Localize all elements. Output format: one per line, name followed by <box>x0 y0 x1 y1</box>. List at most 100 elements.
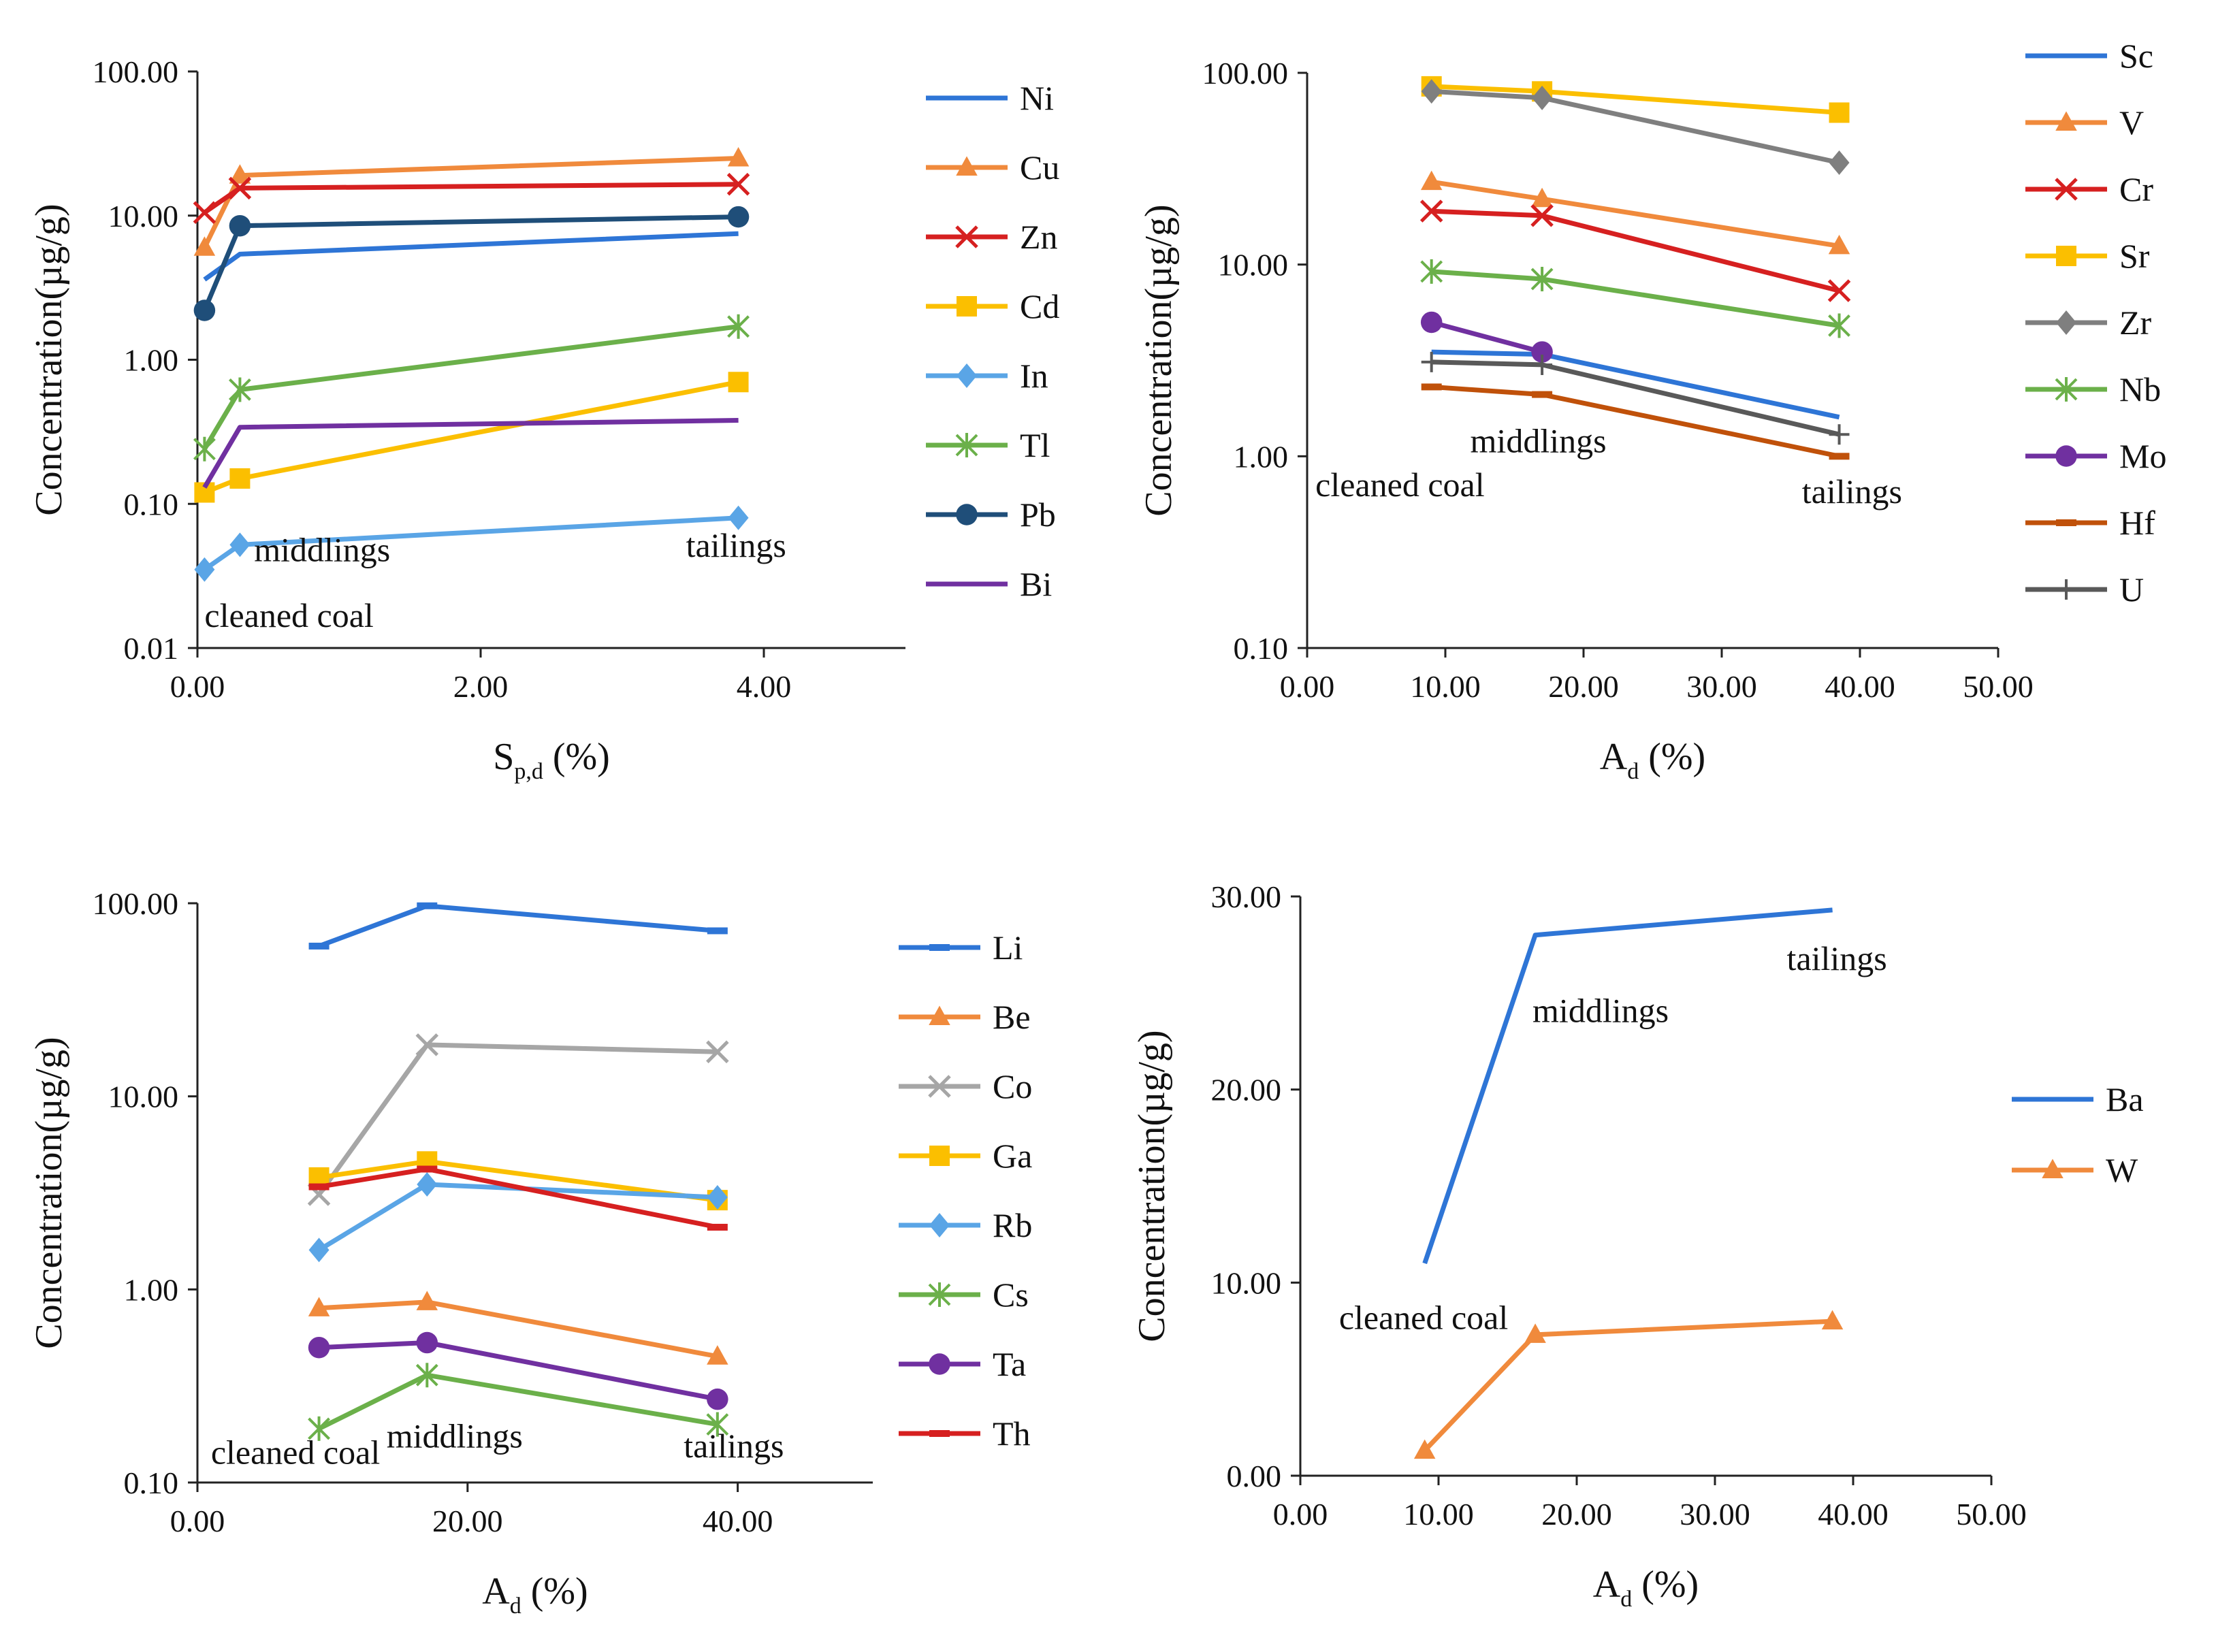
series-nb <box>1420 259 1850 338</box>
legend-marker <box>2056 519 2076 526</box>
legend-marker <box>2056 579 2076 600</box>
y-tick-label: 30.00 <box>1211 879 1282 914</box>
annotation-label: cleaned coal <box>1315 466 1484 504</box>
data-point-sr <box>1829 102 1850 123</box>
annotation-label: tailings <box>1802 472 1902 511</box>
x-tick-label: 4.00 <box>737 669 792 704</box>
data-point-tl <box>228 377 251 402</box>
data-point-be <box>707 1345 728 1365</box>
legend-label: Hf <box>2119 504 2155 542</box>
legend-entry-ni: Ni <box>926 79 1054 117</box>
legend-entry-mo: Mo <box>2025 437 2166 475</box>
data-point-rb <box>707 1184 728 1210</box>
legend-marker <box>2055 111 2077 131</box>
legend-label: Ba <box>2106 1080 2144 1118</box>
x-tick-label: 0.00 <box>1273 1497 1328 1532</box>
series-bi <box>202 418 739 489</box>
data-point-w <box>1413 1439 1436 1459</box>
legend-label: Tl <box>1020 426 1050 464</box>
data-point-co <box>706 1040 729 1064</box>
data-point-in <box>728 505 749 530</box>
legend-label: Th <box>993 1414 1031 1453</box>
y-axis-title: Concentration(µg/g) <box>28 1037 70 1348</box>
x-tick-label: 2.00 <box>453 669 509 704</box>
legend-marker <box>955 433 978 457</box>
x-tick-label: 40.00 <box>703 1504 773 1538</box>
data-point-th <box>707 1223 728 1231</box>
x-tick-label: 50.00 <box>1963 669 2034 704</box>
series-pb <box>193 206 750 321</box>
data-point-rb <box>417 1171 438 1197</box>
chart-p1: 0.01 0.10 1.00 10.00 100.00 0.00 2.00 4.00 Sp,d … <box>28 54 1059 784</box>
y-tick-label: 0.10 <box>124 487 179 521</box>
data-point-co <box>415 1033 439 1056</box>
data-point-li <box>308 942 330 950</box>
annotation-label: tailings <box>686 526 786 564</box>
legend-marker <box>929 1146 950 1166</box>
legend-entry-nb: Nb <box>2025 370 2161 408</box>
legend-label: Bi <box>1020 565 1052 603</box>
data-point-cr <box>1530 204 1554 227</box>
legend-entry-v: V <box>2025 103 2144 142</box>
legend-entry-zr: Zr <box>2025 304 2152 342</box>
data-point-cu <box>727 146 750 167</box>
series-in <box>194 505 749 582</box>
series-line-mo <box>1430 320 1543 355</box>
y-tick-label: 10.00 <box>1218 248 1289 282</box>
annotation-label: tailings <box>684 1427 784 1465</box>
x-tick-label: 10.00 <box>1410 669 1481 704</box>
series-mo <box>1420 311 1553 363</box>
legend-entry-co: Co <box>899 1067 1032 1105</box>
data-point-ta <box>416 1331 438 1354</box>
legend-entry-w: W <box>2012 1151 2138 1189</box>
legend-entry-cu: Cu <box>926 148 1059 187</box>
data-point-cu <box>193 236 216 256</box>
data-point-zn <box>228 176 252 200</box>
legend-marker <box>2055 178 2078 201</box>
data-point-in <box>229 532 251 557</box>
legend-marker <box>957 296 977 317</box>
data-point-rb <box>308 1237 330 1263</box>
legend-marker <box>2056 310 2076 335</box>
data-point-hf <box>1421 383 1442 391</box>
data-point-tl <box>727 314 750 339</box>
data-point-cs <box>415 1363 438 1388</box>
legend-marker <box>929 1213 950 1237</box>
annotation-label: middlings <box>387 1416 523 1455</box>
series-be <box>308 1291 728 1365</box>
data-point-u <box>1829 424 1850 445</box>
data-point-zn <box>193 201 216 225</box>
data-point-li <box>707 927 728 935</box>
annotation-label: cleaned coal <box>1339 1298 1508 1336</box>
data-point-in <box>194 557 215 582</box>
legend-entry-sc: Sc <box>2025 37 2153 75</box>
annotation-label: middlings <box>1471 421 1607 459</box>
legend-marker <box>929 1430 950 1437</box>
data-point-pb <box>727 206 750 228</box>
legend-marker <box>955 225 978 248</box>
legend-label: Zr <box>2119 304 2152 342</box>
series-ba <box>1422 907 1833 1265</box>
legend-label: Cs <box>993 1276 1029 1314</box>
data-point-v <box>1828 234 1850 255</box>
legend-marker <box>2042 1159 2064 1178</box>
legend-entry-th: Th <box>899 1414 1031 1453</box>
x-axis-title: Ad (%) <box>482 1570 588 1619</box>
data-point-cd <box>728 372 749 393</box>
legend-entry-zn: Zn <box>926 218 1058 256</box>
data-point-nb <box>1828 313 1850 338</box>
legend-marker <box>957 363 977 388</box>
x-tick-label: 20.00 <box>1541 1497 1612 1532</box>
x-tick-label: 0.00 <box>170 1504 225 1538</box>
y-tick-label: 20.00 <box>1211 1073 1282 1107</box>
data-point-w <box>1821 1310 1844 1330</box>
legend-entry-bi: Bi <box>926 565 1052 603</box>
legend-entry-ta: Ta <box>899 1345 1026 1383</box>
legend-marker <box>929 1005 950 1025</box>
y-tick-label: 0.10 <box>124 1465 179 1500</box>
x-axis-title: Ad (%) <box>1600 736 1705 784</box>
series-li <box>308 902 728 950</box>
legend-entry-cd: Cd <box>926 287 1059 325</box>
x-tick-label: 30.00 <box>1686 669 1757 704</box>
